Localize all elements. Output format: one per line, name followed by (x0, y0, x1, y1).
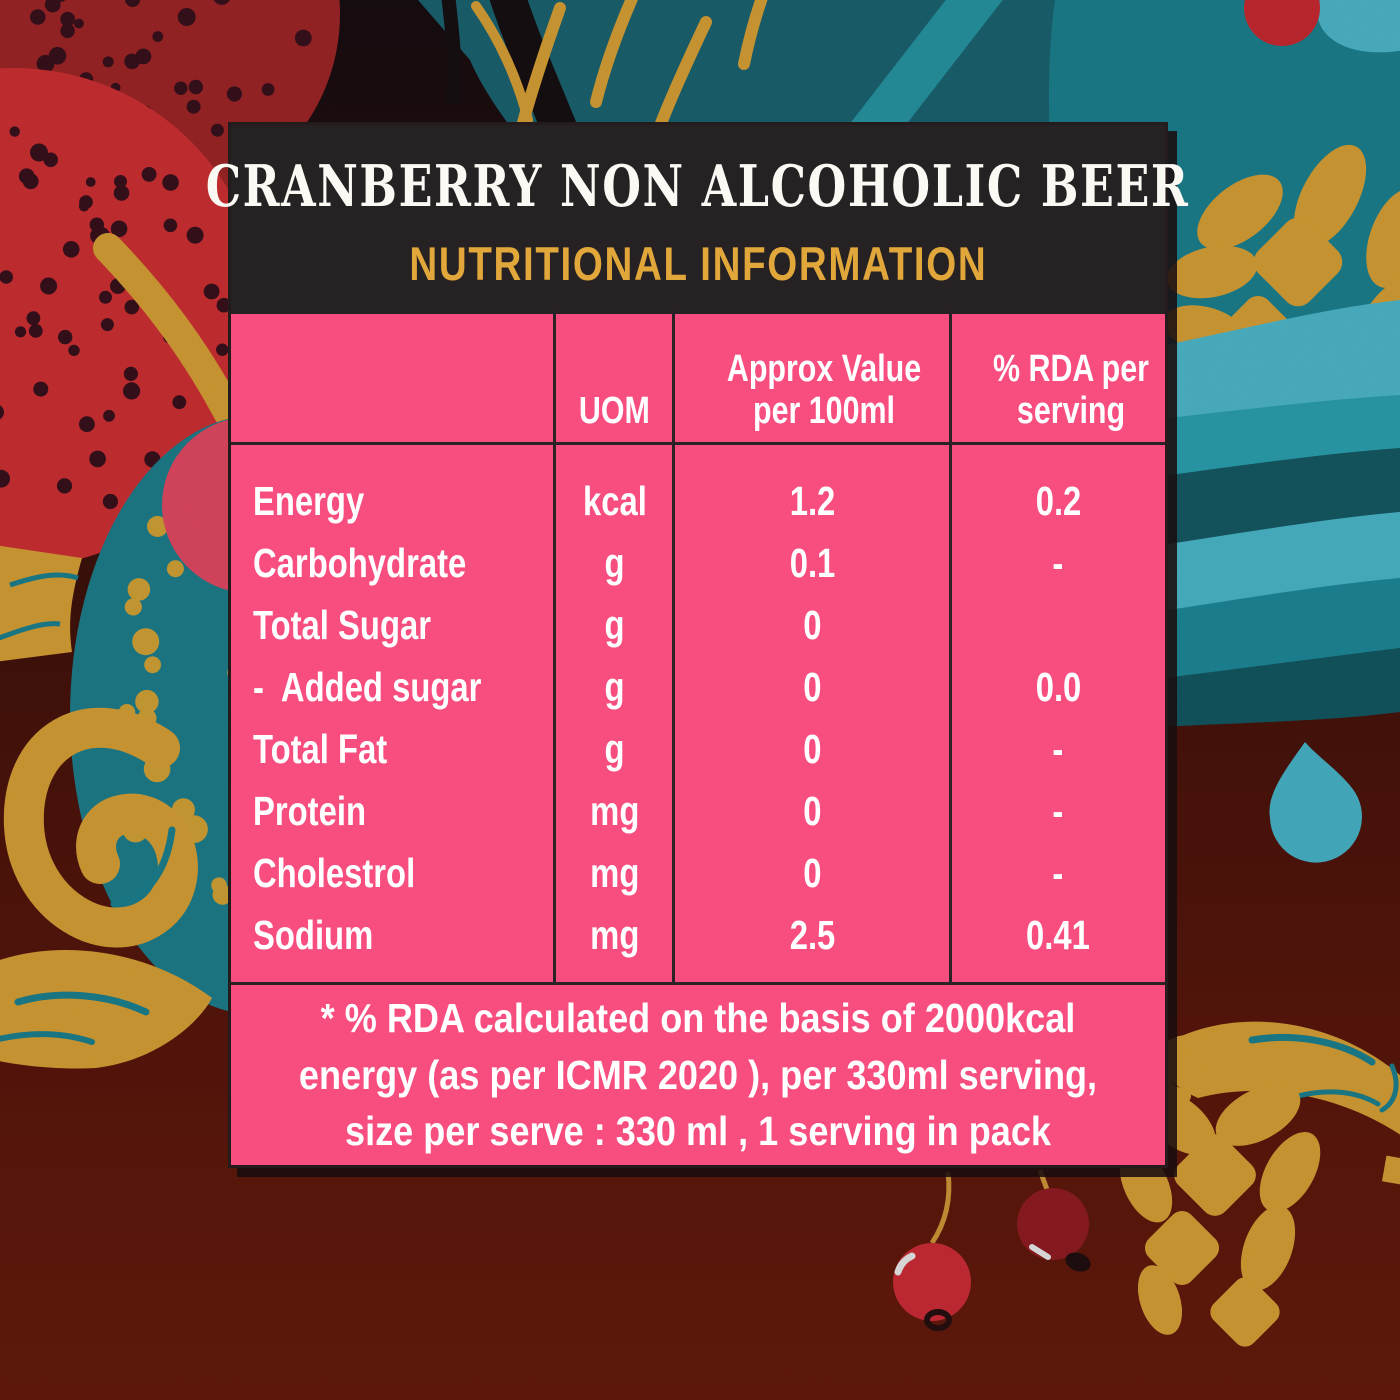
row-value: 0 (803, 663, 822, 710)
footnote: * % RDA calculated on the basis of 2000k… (298, 995, 1098, 1155)
row-value: 2.5 (789, 911, 836, 958)
table-divider (231, 442, 1165, 445)
row-rda: 0.0 (1035, 663, 1081, 710)
row-uom: mg (589, 849, 640, 896)
row-rda (951, 602, 1165, 649)
panel-header: CRANBERRY NON ALCOHOLIC BEER NUTRITIONAL… (206, 125, 1188, 314)
row-uom: mg (589, 787, 640, 834)
row-label: Energy (253, 477, 365, 524)
nutrition-table: Energy kcal 1.2 0.2 Carbohydrate g 0.1 -… (231, 446, 1165, 982)
row-rda: - (1052, 849, 1064, 896)
row-label: Protein (253, 787, 366, 834)
table-divider (949, 310, 952, 985)
row-value: 1.2 (789, 477, 836, 524)
row-label: Carbohydrate (253, 539, 467, 586)
row-rda: 0.2 (1035, 477, 1081, 524)
row-uom: kcal (582, 477, 647, 524)
row-rda: 0.41 (1026, 911, 1090, 958)
table-divider (231, 982, 1165, 985)
table-header-row: UOM Approx Value per 100ml % RDA per ser… (231, 314, 1165, 446)
table-divider (672, 310, 675, 985)
row-value: 0 (803, 849, 822, 896)
col-header-value: Approx Value per 100ml (726, 347, 922, 433)
table-divider (553, 310, 556, 985)
row-value: 0 (803, 787, 822, 834)
row-uom: g (604, 725, 625, 772)
row-label: - Added sugar (253, 663, 482, 710)
row-rda: - (1052, 787, 1064, 834)
col-header-nutrient (231, 390, 555, 446)
nutrition-panel: CRANBERRY NON ALCOHOLIC BEER NUTRITIONAL… (206, 122, 1188, 1168)
row-value: 0 (803, 725, 822, 772)
row-label: Total Fat (253, 725, 388, 772)
row-uom: g (604, 601, 625, 648)
product-title: CRANBERRY NON ALCOHOLIC BEER (206, 152, 1190, 220)
row-label: Cholestrol (253, 849, 416, 896)
row-label: Sodium (253, 911, 374, 958)
col-header-uom: UOM (579, 390, 650, 433)
row-uom: g (604, 663, 625, 710)
row-rda: - (1052, 539, 1064, 586)
row-label: Total Sugar (253, 601, 431, 648)
row-value: 0.1 (789, 539, 836, 586)
row-uom: mg (589, 911, 640, 958)
row-uom: g (604, 539, 625, 586)
row-rda: - (1052, 725, 1064, 772)
row-value: 0 (803, 601, 822, 648)
col-header-rda: % RDA per serving (993, 347, 1149, 433)
section-subtitle: NUTRITIONAL INFORMATION (409, 236, 987, 290)
